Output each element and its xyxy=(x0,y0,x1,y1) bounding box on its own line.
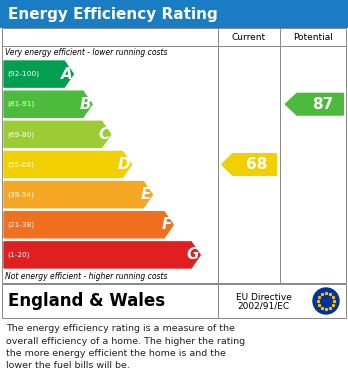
Circle shape xyxy=(313,288,339,314)
Text: A: A xyxy=(61,66,72,82)
Text: (81-91): (81-91) xyxy=(7,101,34,108)
Text: Energy Efficiency Rating: Energy Efficiency Rating xyxy=(8,7,218,22)
Text: B: B xyxy=(79,97,91,112)
Bar xyxy=(2,28,346,283)
Text: Potential: Potential xyxy=(293,32,333,41)
Text: 68: 68 xyxy=(246,157,268,172)
Polygon shape xyxy=(4,151,132,178)
Text: D: D xyxy=(118,157,130,172)
Text: E: E xyxy=(141,187,151,202)
Text: 2002/91/EC: 2002/91/EC xyxy=(237,301,290,310)
Text: C: C xyxy=(98,127,110,142)
Text: England & Wales: England & Wales xyxy=(8,292,165,310)
Text: F: F xyxy=(162,217,172,232)
Text: Not energy efficient - higher running costs: Not energy efficient - higher running co… xyxy=(5,272,167,281)
Text: (55-68): (55-68) xyxy=(7,161,34,168)
Bar xyxy=(0,0,348,28)
Polygon shape xyxy=(4,121,111,147)
Text: (69-80): (69-80) xyxy=(7,131,34,138)
Polygon shape xyxy=(222,154,276,175)
Polygon shape xyxy=(285,93,343,115)
Polygon shape xyxy=(4,61,73,87)
Text: (21-38): (21-38) xyxy=(7,222,34,228)
Text: EU Directive: EU Directive xyxy=(236,292,291,301)
Bar xyxy=(2,284,346,318)
Text: (1-20): (1-20) xyxy=(7,252,30,258)
Polygon shape xyxy=(4,242,200,268)
Text: G: G xyxy=(187,248,199,262)
Text: 87: 87 xyxy=(313,97,334,112)
Bar xyxy=(0,319,348,391)
Text: The energy efficiency rating is a measure of the
overall efficiency of a home. T: The energy efficiency rating is a measur… xyxy=(6,324,245,371)
Text: Very energy efficient - lower running costs: Very energy efficient - lower running co… xyxy=(5,48,167,57)
Polygon shape xyxy=(4,212,173,238)
Bar xyxy=(0,283,348,319)
Polygon shape xyxy=(4,181,152,208)
Text: (92-100): (92-100) xyxy=(7,71,39,77)
Polygon shape xyxy=(4,91,92,117)
Text: Current: Current xyxy=(232,32,266,41)
Text: (39-54): (39-54) xyxy=(7,191,34,198)
